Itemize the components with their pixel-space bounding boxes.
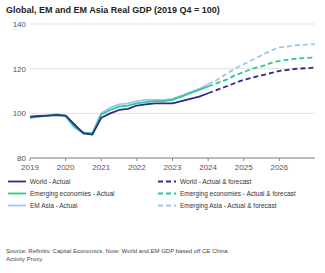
legend-swatch (158, 193, 176, 195)
chart: Global, EM and EM Asia Real GDP (2019 Q4… (0, 0, 325, 273)
y-tick-label: 140 (13, 20, 27, 29)
legend-label: Emerging economies - Actual & forecast (180, 190, 296, 198)
legend: World - Actual World - Actual & forecast E… (8, 178, 296, 210)
series-line (30, 84, 208, 133)
y-tick-label: 100 (13, 109, 27, 118)
legend-label: EM Asia - Actual (30, 202, 78, 209)
legend-label: Emerging Asia - Actual & forecast (180, 202, 277, 210)
legend-label: World - Actual & forecast (180, 178, 252, 185)
x-tick-label: 2025 (235, 163, 253, 172)
x-tick (65, 158, 66, 161)
legend-label: World - Actual (30, 178, 71, 185)
series-line (208, 44, 315, 84)
legend-label: Emerging economies - Actual (30, 190, 115, 198)
x-tick-label: 2024 (199, 163, 217, 172)
x-tick (30, 158, 31, 161)
legend-swatch (8, 181, 26, 183)
x-tick-label: 2021 (92, 163, 110, 172)
series-line (208, 58, 315, 87)
x-tick (243, 158, 244, 161)
grid-line (30, 24, 315, 25)
lines (30, 44, 315, 134)
x-tick (208, 158, 209, 161)
y-tick-label: 120 (13, 65, 27, 74)
x-tick-label: 2020 (57, 163, 75, 172)
series-line (208, 68, 315, 94)
x-tick (101, 158, 102, 161)
legend-swatch (158, 181, 176, 183)
grid-line (30, 113, 315, 114)
x-axis: 2019 2020 2021 2022 2023 2024 2025 2026 (21, 158, 315, 172)
x-tick-label: 2019 (21, 163, 39, 172)
legend-swatch (158, 205, 176, 207)
x-tick-label: 2022 (128, 163, 146, 172)
series-line (30, 93, 208, 134)
legend-swatch (8, 205, 26, 207)
x-tick (279, 158, 280, 161)
x-tick-label: 2023 (164, 163, 182, 172)
y-axis: 80 100 120 140 (13, 20, 315, 163)
source-line: Activity Proxy. (6, 256, 44, 262)
source-note: Source: Refinitiv, Capital Economics. No… (6, 248, 228, 262)
grid-line (30, 68, 315, 69)
title: Global, EM and EM Asia Real GDP (2019 Q4… (6, 5, 220, 15)
legend-swatch (8, 193, 26, 195)
x-tick-label: 2026 (270, 163, 288, 172)
x-tick (136, 158, 137, 161)
y-tick-label: 80 (17, 154, 26, 163)
source-line: Source: Refinitiv, Capital Economics. No… (6, 248, 228, 254)
x-tick (172, 158, 173, 161)
